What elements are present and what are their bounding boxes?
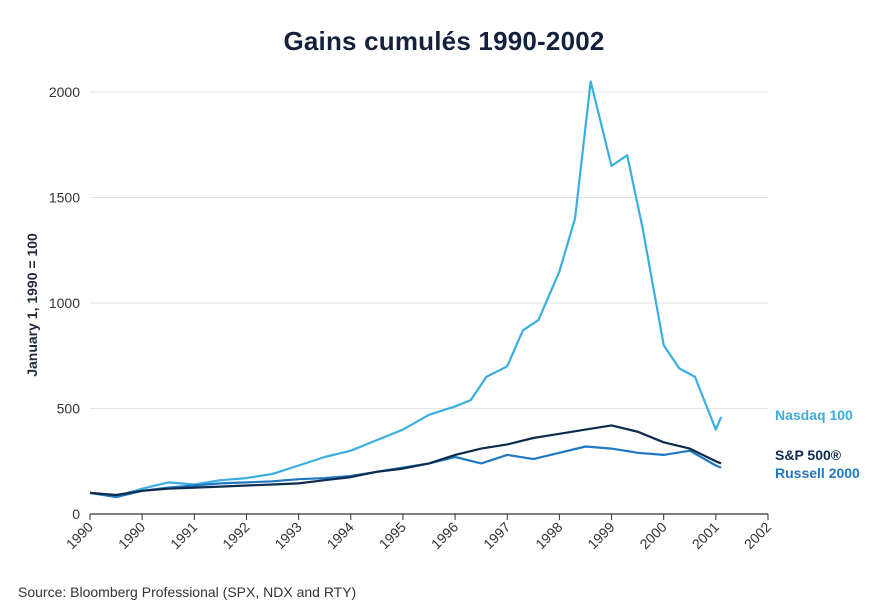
x-tick-label: 2000	[636, 519, 669, 552]
x-tick-label: 1990	[63, 519, 96, 552]
x-tick-label: 2001	[689, 519, 722, 552]
y-axis-label: January 1, 1990 = 100	[24, 233, 40, 377]
y-tick-label: 500	[57, 401, 81, 417]
y-tick-label: 1500	[49, 190, 80, 206]
chart-title: Gains cumulés 1990-2002	[283, 26, 605, 56]
x-tick-label: 1996	[428, 519, 461, 552]
x-tick-label: 1993	[271, 519, 304, 552]
x-tick-label: 1992	[219, 519, 252, 552]
y-tick-label: 2000	[49, 84, 80, 100]
x-tick-label: 1998	[532, 519, 565, 552]
x-tick-label: 2002	[741, 519, 774, 552]
x-tick-label: 1990	[115, 519, 148, 552]
y-axis-ticks: 0 500 1000 1500 2000	[49, 84, 80, 522]
series-line-russell-2000	[89, 445, 722, 499]
gridlines	[90, 91, 768, 409]
series-label: Nasdaq 100	[775, 407, 853, 423]
x-tick-label: 1997	[480, 519, 513, 552]
x-tick-label: 1994	[324, 519, 357, 552]
series-lines	[89, 80, 723, 499]
series-labels: Nasdaq 100 S&P 500® Russell 2000	[775, 407, 860, 481]
series-line-s-p-500	[89, 424, 722, 497]
source-note: Source: Bloomberg Professional (SPX, NDX…	[18, 584, 357, 600]
series-label: S&P 500®	[775, 447, 842, 463]
y-tick-label: 0	[72, 506, 80, 522]
x-tick-label: 1995	[376, 519, 409, 552]
series-label: Russell 2000	[775, 465, 860, 481]
x-tick-label: 1991	[167, 519, 200, 552]
y-tick-label: 1000	[49, 295, 80, 311]
x-axis-ticks: 1990 1990 1991 1992 1993 1994 1995 1996 1997 1998…	[63, 514, 774, 552]
series-line-nasdaq-100	[89, 80, 723, 498]
x-tick-label: 1999	[584, 519, 617, 552]
